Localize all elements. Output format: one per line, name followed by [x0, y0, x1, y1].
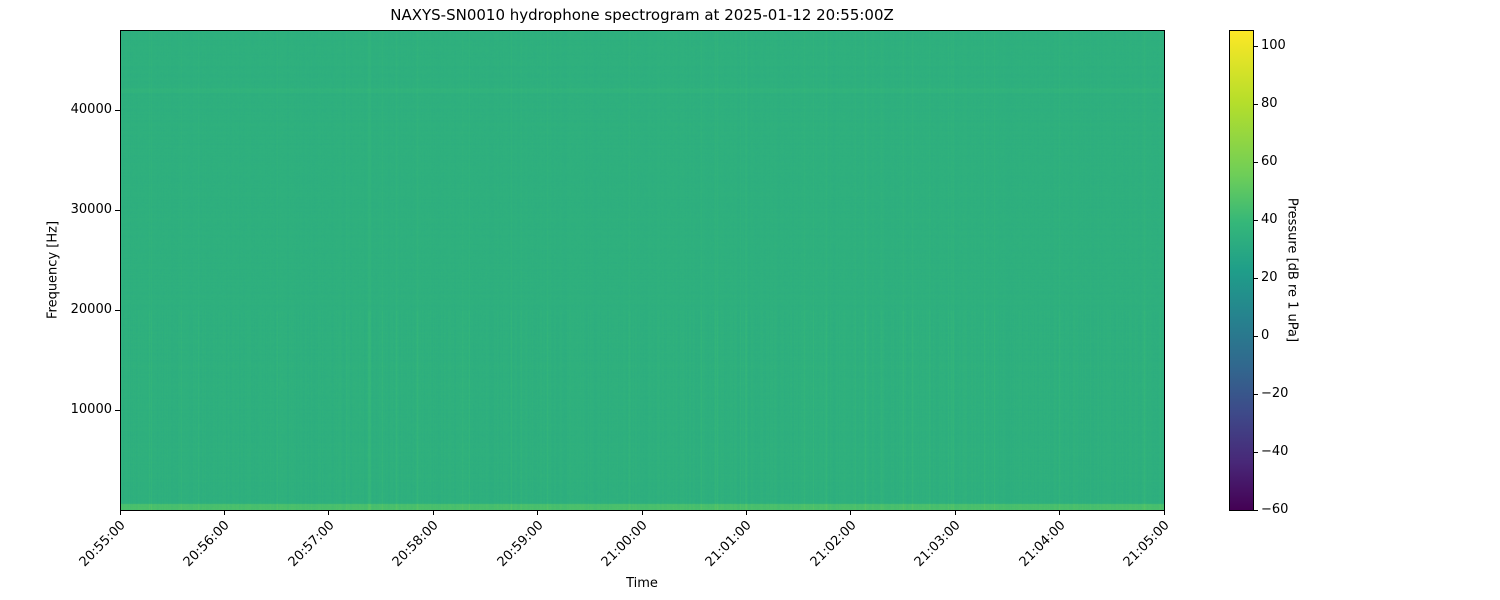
x-tick-label: 20:57:00: [285, 518, 338, 570]
colorbar-tick-label: 40: [1261, 212, 1278, 228]
x-tick-label: 20:59:00: [494, 518, 547, 570]
x-tick: [328, 510, 330, 515]
colorbar-tick: [1253, 45, 1258, 47]
colorbar-tick-label: −40: [1261, 444, 1289, 460]
x-tick-label: 21:01:00: [703, 518, 755, 570]
x-tick-label: 21:03:00: [911, 518, 964, 570]
colorbar-tick-label: 0: [1261, 328, 1270, 344]
chart-title: NAXYS-SN0010 hydrophone spectrogram at 2…: [390, 6, 894, 24]
y-tick: [115, 409, 120, 411]
x-tick: [745, 510, 747, 515]
colorbar-label: Pressure [dB re 1 uPa]: [1284, 197, 1300, 343]
x-tick: [537, 510, 539, 515]
x-tick-label: 21:02:00: [807, 518, 860, 570]
y-tick-label: 20000: [70, 302, 112, 317]
x-tick: [1163, 510, 1165, 515]
y-tick: [115, 109, 120, 111]
colorbar-tick-label: 100: [1261, 38, 1286, 54]
x-tick-label: 21:00:00: [598, 518, 651, 570]
colorbar-tick: [1253, 393, 1258, 395]
y-tick-label: 40000: [70, 102, 112, 117]
x-tick-label: 20:56:00: [181, 518, 233, 570]
x-tick-label: 20:55:00: [76, 518, 129, 570]
colorbar-tick: [1253, 277, 1258, 279]
x-tick: [641, 510, 643, 515]
colorbar: [1229, 30, 1254, 511]
colorbar-tick-label: −60: [1261, 502, 1289, 517]
x-tick: [954, 510, 956, 515]
colorbar-tick: [1253, 103, 1258, 105]
spectrogram-plot-area: [120, 30, 1164, 510]
y-tick: [115, 209, 120, 211]
colorbar-tick: [1253, 451, 1258, 453]
x-tick: [1059, 510, 1061, 515]
colorbar-tick-label: −20: [1261, 386, 1289, 402]
x-tick: [223, 510, 225, 515]
y-tick-label: 10000: [70, 402, 112, 417]
y-tick-label: 30000: [70, 202, 112, 217]
colorbar-tick: [1253, 509, 1258, 511]
x-tick-label: 21:05:00: [1120, 518, 1173, 570]
x-tick: [119, 510, 121, 515]
colorbar-tick: [1253, 219, 1258, 221]
colorbar-tick: [1253, 161, 1258, 163]
x-axis-label: Time: [626, 576, 658, 591]
x-tick: [850, 510, 852, 515]
colorbar-tick-label: 60: [1261, 154, 1278, 170]
x-tick-label: 21:04:00: [1016, 518, 1069, 570]
spectrogram-heatmap: [120, 30, 1164, 510]
colorbar-tick: [1253, 335, 1258, 337]
colorbar-tick-label: 20: [1261, 270, 1278, 286]
plot-frame: [120, 30, 1165, 511]
x-tick-label: 20:58:00: [389, 518, 442, 570]
x-tick: [432, 510, 434, 515]
colorbar-tick-label: 80: [1261, 96, 1278, 112]
y-tick: [115, 309, 120, 311]
